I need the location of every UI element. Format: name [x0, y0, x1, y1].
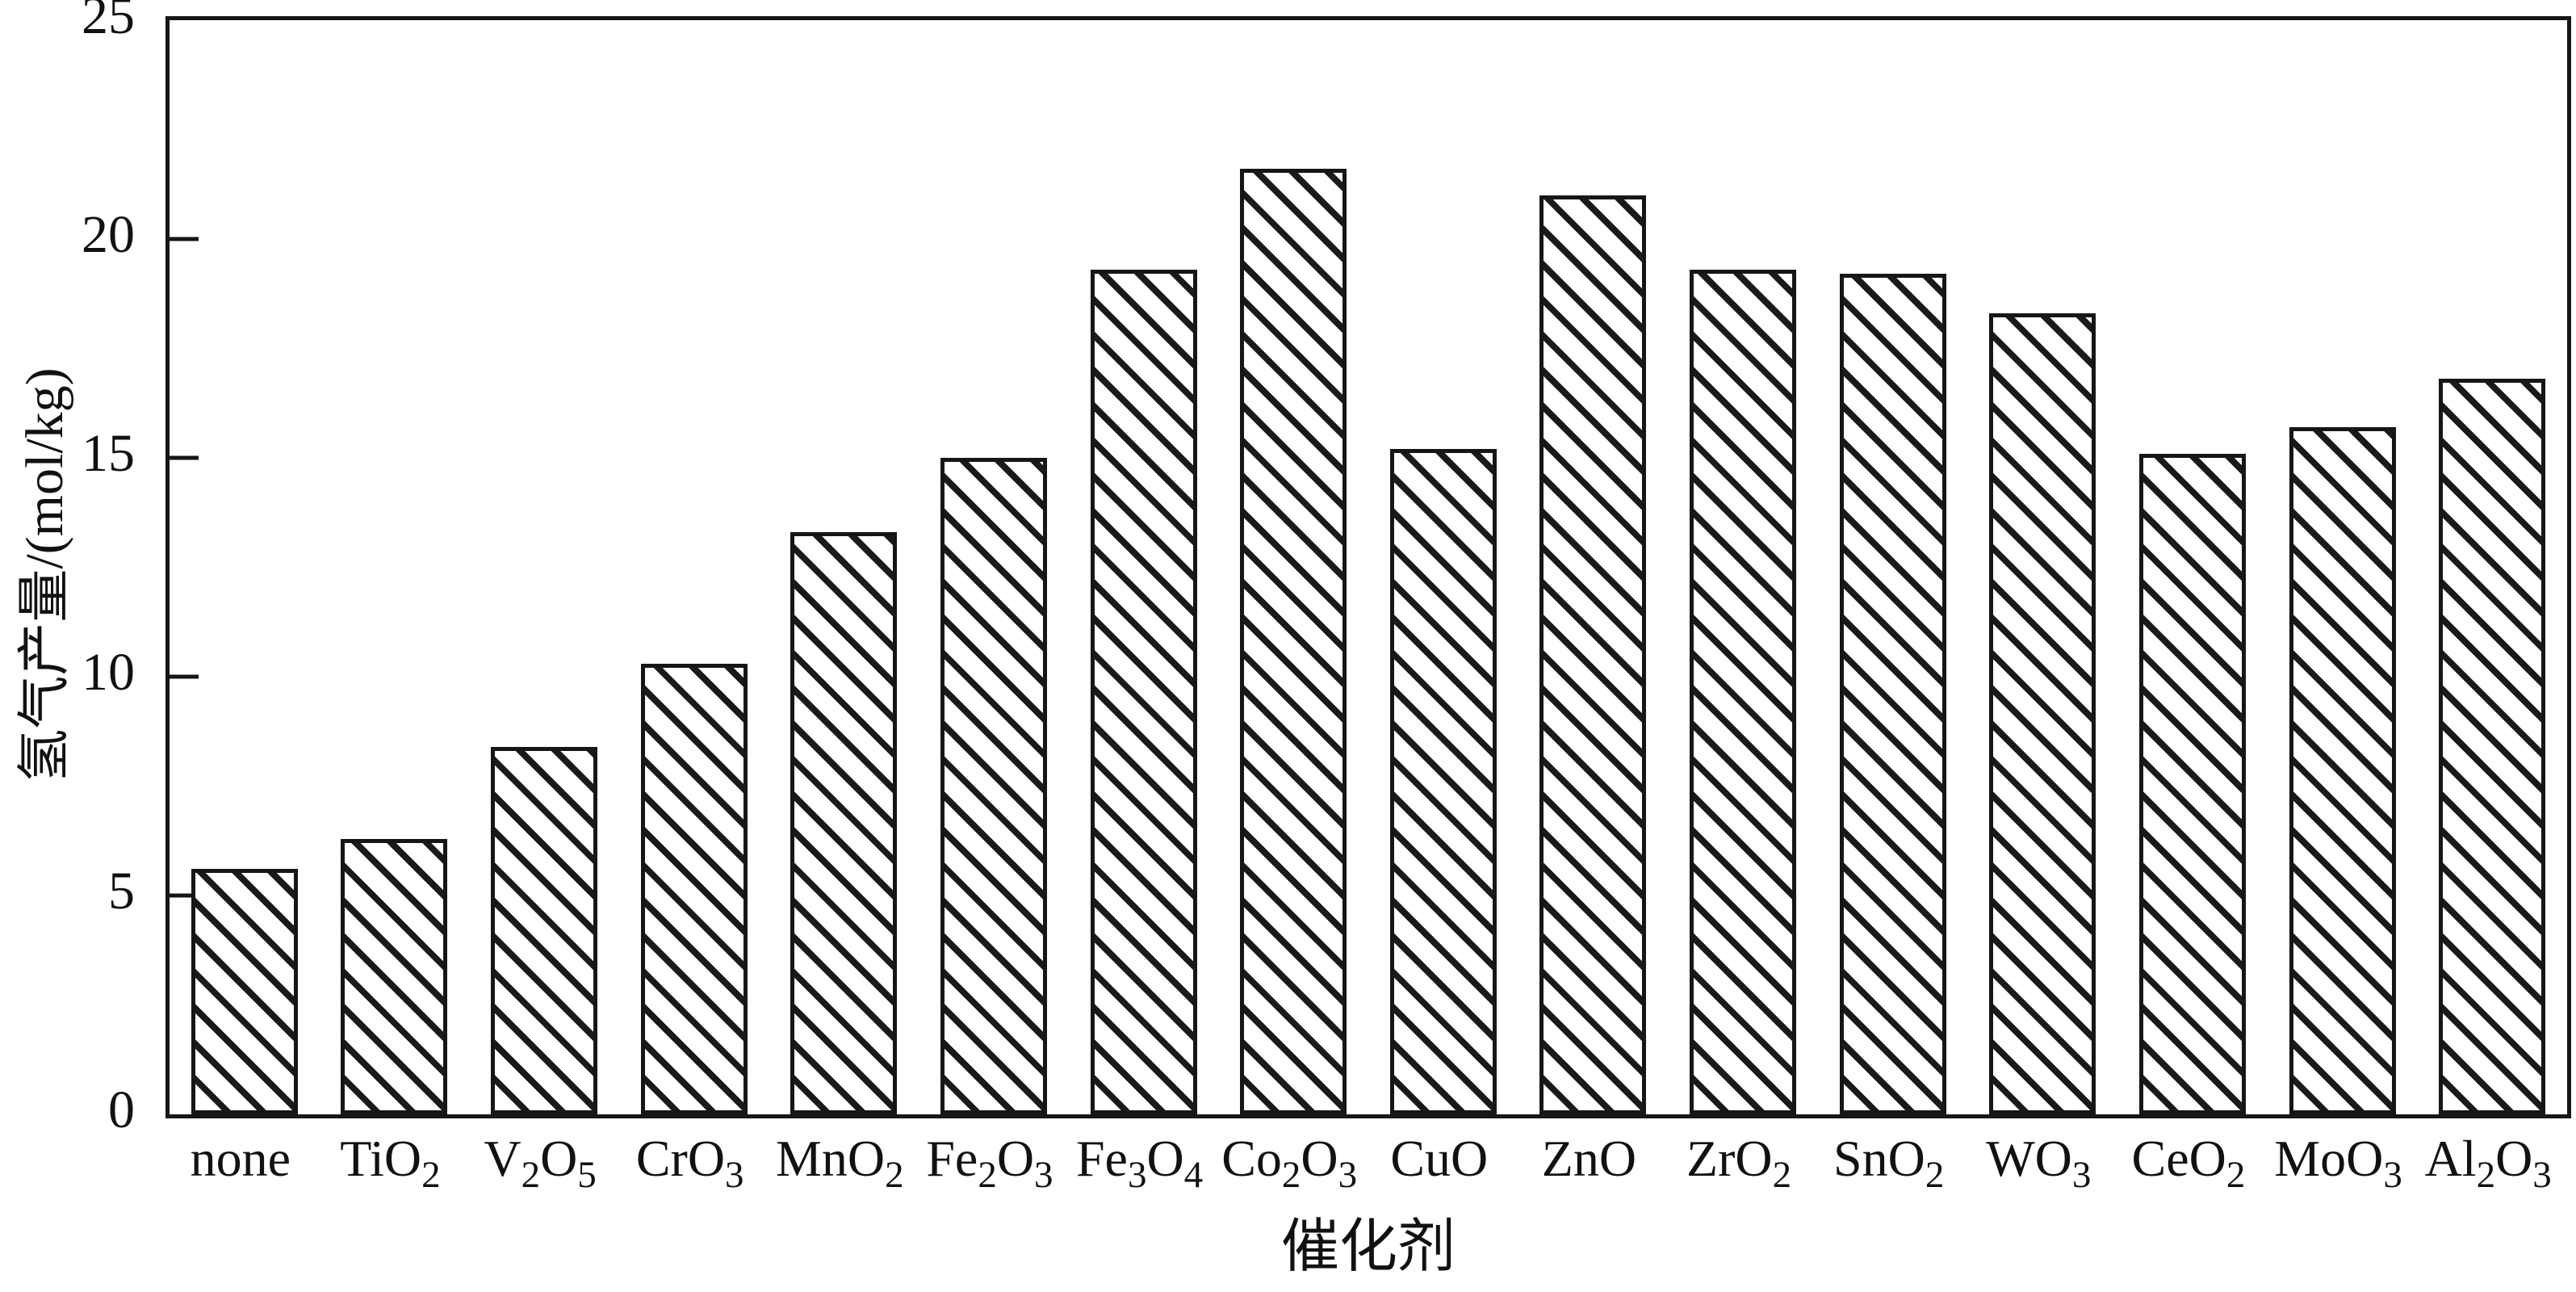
- plot-area: [165, 16, 2571, 1118]
- x-tick-label-fe3o4: Fe3O4: [1075, 1130, 1204, 1196]
- bar-tio2: [341, 838, 448, 1114]
- bar-fe3o4: [1090, 269, 1197, 1114]
- x-tick-label-wo3: WO3: [1986, 1130, 2092, 1196]
- x-tick-label-ceo2: CeO2: [2131, 1130, 2246, 1196]
- x-tick-label-moo3: MoO3: [2274, 1130, 2402, 1196]
- bar-ceo2: [2138, 453, 2246, 1114]
- y-tick-label-25: 25: [82, 0, 135, 45]
- y-tick-label-20: 20: [82, 205, 135, 264]
- bar-wo3: [1989, 313, 2096, 1114]
- bar-moo3: [2289, 427, 2396, 1114]
- y-tick-mark-5: [170, 893, 199, 898]
- x-tick-label-zno: ZnO: [1541, 1130, 1637, 1187]
- x-tick-label-co2o3: Co2O3: [1221, 1130, 1358, 1196]
- y-tick-label-0: 0: [108, 1080, 135, 1139]
- bars-layer: [170, 20, 2567, 1114]
- x-tick-label-fe2o3: Fe2O3: [926, 1130, 1053, 1196]
- y-tick-label-5: 5: [108, 862, 135, 921]
- bar-cuo: [1389, 449, 1497, 1114]
- x-axis-title: 催化剂: [1280, 1214, 1456, 1279]
- x-tick-label-cuo: CuO: [1390, 1130, 1489, 1187]
- bar-zno: [1539, 195, 1647, 1114]
- y-tick-mark-10: [170, 674, 199, 679]
- x-tick-label-al2o3: Al2O3: [2424, 1130, 2552, 1196]
- bar-none: [191, 869, 298, 1114]
- x-tick-label-tio2: TiO2: [340, 1130, 441, 1196]
- bar-mno2: [790, 532, 898, 1114]
- x-tick-label-mno2: MnO2: [776, 1130, 904, 1196]
- bar-fe2o3: [940, 458, 1047, 1114]
- bar-cro3: [640, 663, 748, 1114]
- x-tick-label-zro2: ZrO2: [1686, 1130, 1792, 1196]
- x-tick-label-sno2: SnO2: [1833, 1130, 1945, 1196]
- x-tick-label-cro3: CrO3: [635, 1130, 744, 1196]
- x-axis-tick-labels: none TiO2 V2O5 CrO3 MnO2 Fe2O3 Fe3O4 Co2O3 CuO Zn…: [165, 1129, 2571, 1224]
- y-tick-mark-15: [170, 455, 199, 460]
- y-tick-label-10: 10: [82, 643, 135, 702]
- x-tick-label-none: none: [190, 1130, 291, 1187]
- y-tick-mark-20: [170, 237, 199, 241]
- bar-sno2: [1839, 274, 1946, 1114]
- bar-v2o5: [491, 746, 598, 1114]
- bar-al2o3: [2439, 379, 2546, 1114]
- bar-zro2: [1690, 269, 1797, 1114]
- y-tick-label-15: 15: [82, 424, 135, 483]
- y-axis-tick-labels: 0 5 10 15 20 25: [0, 0, 149, 1137]
- x-tick-label-v2o5: V2O5: [484, 1130, 597, 1196]
- bar-co2o3: [1240, 169, 1347, 1114]
